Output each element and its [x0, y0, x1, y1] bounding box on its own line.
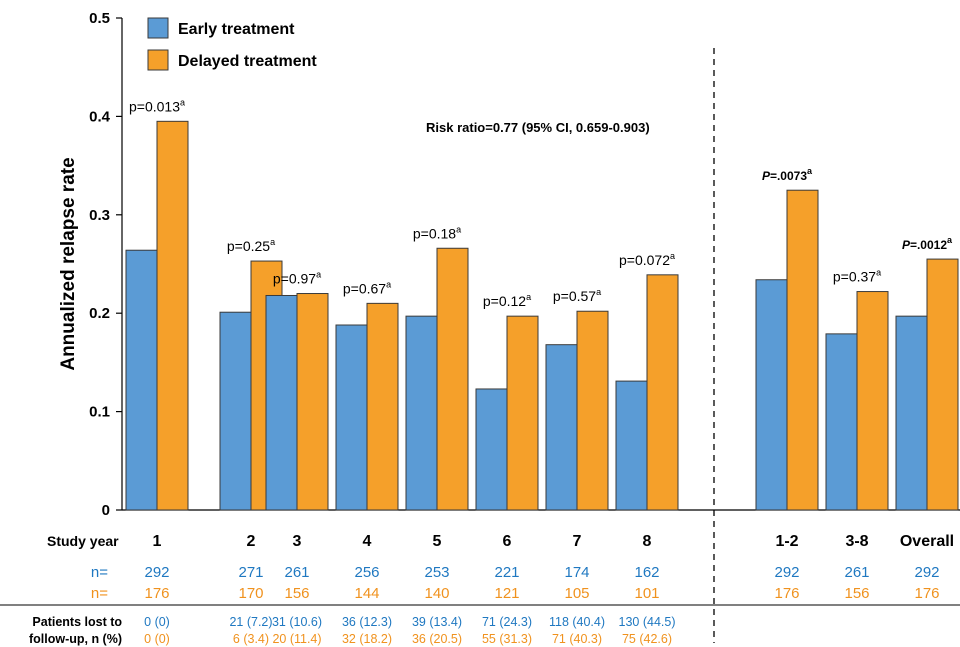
bar-delayed-treatment	[436, 247, 469, 511]
n-delayed-value: 101	[634, 585, 659, 602]
x-category-label: 8	[643, 533, 652, 550]
bar-delayed-treatment	[576, 310, 609, 511]
n-early-value: 292	[144, 564, 169, 581]
lost-early-value: 118 (40.4)	[549, 615, 605, 629]
bar-early-treatment	[615, 380, 648, 511]
x-category-label: Overall	[900, 533, 954, 550]
x-category-label: 1	[153, 533, 162, 550]
y-tick-label: 0.2	[89, 305, 110, 322]
n-early-label: n=	[91, 564, 108, 581]
study-year-label: Study year	[47, 533, 119, 549]
n-early-value: 261	[844, 564, 869, 581]
lost-early-value: 21 (7.2)	[229, 615, 272, 629]
n-delayed-value: 121	[494, 585, 519, 602]
legend-swatch-early	[147, 17, 169, 39]
n-delayed-value: 105	[564, 585, 589, 602]
lost-early-value: 36 (12.3)	[342, 615, 392, 629]
lost-delayed-value: 75 (42.6)	[622, 632, 672, 646]
lost-early-value: 39 (13.4)	[412, 615, 462, 629]
lost-early-value: 0 (0)	[144, 615, 170, 629]
lost-early-value: 71 (24.3)	[482, 615, 532, 629]
p-value-label: p=0.072a	[619, 251, 675, 268]
n-early-value: 162	[634, 564, 659, 581]
x-category-label: 3-8	[845, 533, 868, 550]
lost-early-value: 31 (10.6)	[272, 615, 322, 629]
y-tick-label: 0.5	[89, 10, 110, 27]
bar-early-treatment	[219, 311, 252, 511]
lost-early-value: 130 (44.5)	[619, 615, 676, 629]
x-category-label: 3	[293, 533, 302, 550]
n-delayed-value: 156	[844, 585, 869, 602]
p-value-label: p=0.37a	[833, 268, 881, 285]
n-delayed-value: 156	[284, 585, 309, 602]
p-value-label: p=0.25a	[227, 237, 275, 254]
bar-delayed-treatment	[156, 120, 189, 511]
x-category-label: 7	[573, 533, 582, 550]
bar-early-treatment	[125, 249, 158, 511]
p-value-label: p=0.57a	[553, 287, 601, 304]
x-category-label: 2	[247, 533, 256, 550]
risk-ratio-annotation: Risk ratio=0.77 (95% CI, 0.659-0.903)	[426, 120, 650, 135]
n-early-value: 292	[914, 564, 939, 581]
p-value-label: p=0.12a	[483, 292, 531, 309]
n-early-value: 253	[424, 564, 449, 581]
lost-delayed-value: 6 (3.4)	[233, 632, 269, 646]
lost-delayed-value: 32 (18.2)	[342, 632, 392, 646]
n-delayed-value: 144	[354, 585, 379, 602]
lost-label-line1: Patients lost to	[32, 615, 122, 629]
bar-delayed-treatment	[506, 315, 539, 511]
x-category-label: 5	[433, 533, 442, 550]
bar-delayed-treatment	[926, 258, 959, 511]
x-category-label: 1-2	[775, 533, 798, 550]
lost-delayed-value: 36 (20.5)	[412, 632, 462, 646]
bar-delayed-treatment	[296, 293, 329, 511]
n-delayed-label: n=	[91, 585, 108, 602]
p-value-label: p=0.67a	[343, 279, 391, 296]
n-delayed-value: 176	[914, 585, 939, 602]
n-early-value: 261	[284, 564, 309, 581]
bar-delayed-treatment	[856, 291, 889, 511]
y-tick-label: 0	[102, 502, 110, 519]
n-early-value: 271	[238, 564, 263, 581]
bar-early-treatment	[825, 333, 858, 511]
y-tick-label: 0.4	[89, 108, 111, 125]
bar-early-treatment	[335, 324, 368, 511]
n-delayed-value: 170	[238, 585, 263, 602]
y-tick-label: 0.3	[89, 207, 110, 224]
legend-label-early: Early treatment	[178, 21, 295, 38]
lost-delayed-value: 20 (11.4)	[272, 632, 321, 646]
lost-delayed-value: 71 (40.3)	[552, 632, 602, 646]
bar-early-treatment	[895, 315, 928, 511]
bar-delayed-treatment	[646, 274, 679, 511]
legend-label-delayed: Delayed treatment	[178, 53, 317, 70]
y-tick-label: 0.1	[89, 404, 110, 421]
p-value-label: p=0.18a	[413, 224, 461, 241]
p-value-label: P=.0073a	[762, 166, 813, 183]
bar-early-treatment	[545, 344, 578, 511]
n-delayed-value: 176	[774, 585, 799, 602]
bar-early-treatment	[265, 294, 298, 511]
bar-delayed-treatment	[786, 189, 819, 511]
n-early-value: 256	[354, 564, 379, 581]
x-category-label: 4	[363, 533, 372, 550]
x-category-label: 6	[503, 533, 512, 550]
n-early-value: 221	[494, 564, 519, 581]
bar-delayed-treatment	[366, 302, 399, 511]
n-early-value: 174	[564, 564, 589, 581]
n-early-value: 292	[774, 564, 799, 581]
legend-swatch-delayed	[147, 49, 169, 71]
bar-early-treatment	[405, 315, 438, 511]
p-value-label: p=0.97a	[273, 270, 321, 287]
bar-early-treatment	[755, 279, 788, 511]
p-value-label: P=.0012a	[902, 235, 953, 252]
y-axis-label: Annualized relapse rate	[58, 157, 79, 370]
n-delayed-value: 140	[424, 585, 449, 602]
p-value-label: p=0.013a	[129, 97, 185, 114]
lost-delayed-value: 55 (31.3)	[482, 632, 532, 646]
lost-label-line2: follow-up, n (%)	[29, 632, 122, 646]
n-delayed-value: 176	[144, 585, 169, 602]
lost-delayed-value: 0 (0)	[144, 632, 170, 646]
bar-early-treatment	[475, 388, 508, 511]
